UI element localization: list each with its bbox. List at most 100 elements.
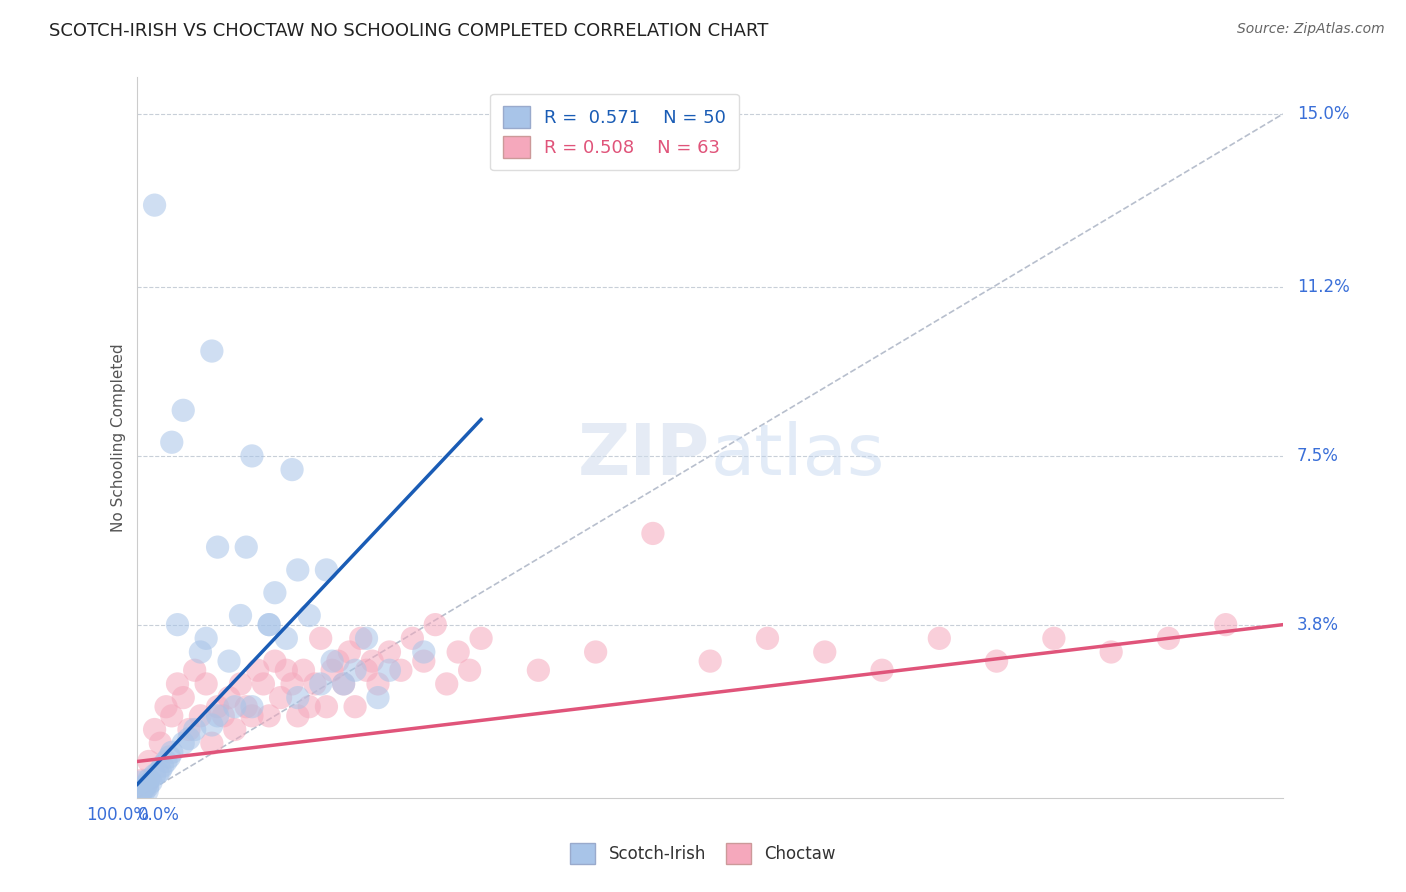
Point (1043, 632, 1066, 646)
Point (166, 617, 188, 632)
Point (138, 755, 160, 769)
Point (1157, 632, 1180, 646)
Point (229, 608, 252, 623)
Point (309, 677, 332, 691)
Point (183, 663, 205, 677)
Point (401, 632, 423, 646)
Legend: Scotch-Irish, Choctaw: Scotch-Irish, Choctaw (564, 837, 842, 871)
Point (309, 632, 332, 646)
Point (527, 663, 550, 677)
Point (986, 654, 1008, 668)
Point (195, 632, 218, 646)
Point (292, 663, 315, 677)
Point (326, 654, 349, 668)
Point (207, 540, 229, 554)
Point (257, 617, 280, 632)
Point (190, 709, 212, 723)
Point (138, 772, 160, 787)
Point (131, 777, 153, 791)
Point (425, 617, 447, 632)
Point (160, 745, 183, 759)
Point (332, 677, 354, 691)
Point (201, 718, 224, 732)
Point (337, 645, 360, 659)
Point (361, 654, 384, 668)
Point (447, 645, 470, 659)
Point (155, 755, 177, 769)
Point (201, 736, 224, 750)
Text: 0.0%: 0.0% (138, 805, 180, 824)
Point (240, 709, 263, 723)
Point (134, 784, 156, 798)
Point (149, 764, 172, 778)
Point (212, 709, 235, 723)
Point (458, 663, 481, 677)
Point (252, 677, 274, 691)
Point (218, 690, 240, 705)
Point (160, 709, 183, 723)
Point (270, 690, 292, 705)
Point (177, 731, 200, 746)
Point (207, 699, 229, 714)
Point (367, 677, 389, 691)
Point (344, 663, 367, 677)
Point (344, 699, 367, 714)
Point (321, 663, 343, 677)
Point (287, 709, 309, 723)
Point (281, 677, 304, 691)
Point (172, 690, 194, 705)
Point (246, 663, 269, 677)
Point (264, 654, 287, 668)
Point (240, 449, 263, 463)
Point (350, 632, 373, 646)
Point (276, 632, 298, 646)
Point (207, 709, 229, 723)
Point (378, 663, 401, 677)
Point (356, 663, 378, 677)
Point (195, 677, 218, 691)
Point (129, 786, 152, 800)
Text: 11.2%: 11.2% (1296, 278, 1350, 296)
Point (470, 632, 492, 646)
Point (132, 781, 155, 796)
Point (332, 677, 354, 691)
Point (136, 780, 159, 794)
Point (135, 777, 157, 791)
Point (928, 632, 950, 646)
Text: 3.8%: 3.8% (1296, 615, 1339, 633)
Point (264, 585, 287, 599)
Point (172, 403, 194, 417)
Point (641, 526, 664, 541)
Point (436, 677, 458, 691)
Point (814, 645, 837, 659)
Point (159, 750, 181, 764)
Point (224, 723, 246, 737)
Text: atlas: atlas (710, 421, 884, 491)
Point (276, 663, 298, 677)
Point (201, 344, 224, 359)
Point (412, 654, 434, 668)
Point (699, 654, 721, 668)
Point (298, 699, 321, 714)
Point (298, 608, 321, 623)
Point (183, 723, 205, 737)
Point (378, 645, 401, 659)
Point (756, 632, 779, 646)
Point (304, 677, 326, 691)
Point (1099, 645, 1122, 659)
Point (143, 768, 166, 782)
Point (166, 677, 188, 691)
Text: ZIP: ZIP (578, 421, 710, 491)
Point (287, 563, 309, 577)
Point (389, 663, 412, 677)
Legend: R =  0.571    N = 50, R = 0.508    N = 63: R = 0.571 N = 50, R = 0.508 N = 63 (491, 94, 738, 170)
Text: 100.0%: 100.0% (86, 805, 149, 824)
Text: 7.5%: 7.5% (1296, 447, 1339, 465)
Y-axis label: No Schooling Completed: No Schooling Completed (111, 343, 127, 532)
Point (155, 699, 177, 714)
Point (287, 690, 309, 705)
Point (257, 709, 280, 723)
Point (218, 654, 240, 668)
Point (224, 699, 246, 714)
Point (190, 645, 212, 659)
